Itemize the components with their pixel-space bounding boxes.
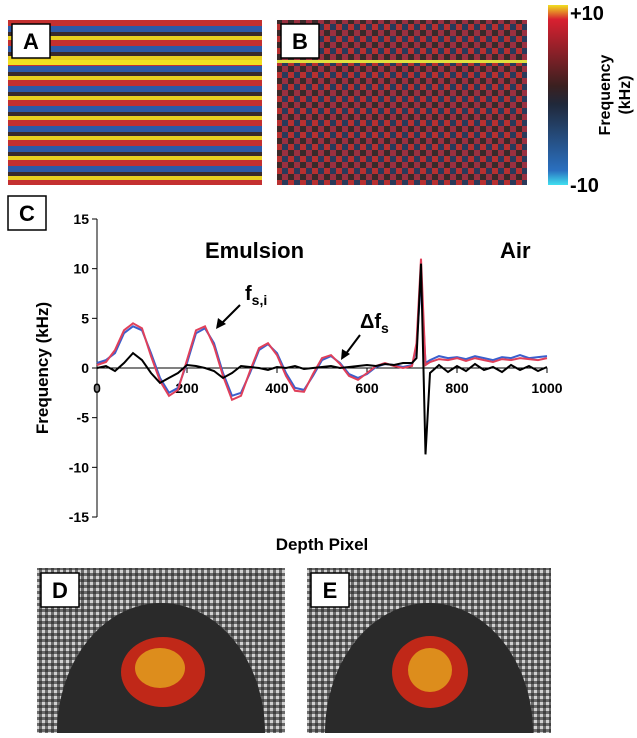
- annotation: Air: [500, 238, 531, 263]
- y-tick-label: 15: [73, 211, 89, 227]
- arrow: [219, 304, 241, 326]
- panel-label-box: [280, 23, 320, 59]
- interface-line: [277, 60, 527, 63]
- x-tick-label: 600: [355, 380, 379, 396]
- y-tick-label: -10: [69, 459, 89, 475]
- series-line: [96, 263, 548, 455]
- x-axis-label: Depth Pixel: [276, 535, 369, 554]
- panel-label-box: [310, 572, 350, 608]
- panel-label: A: [23, 29, 39, 54]
- colorbar-max: +10: [570, 3, 604, 25]
- y-tick-label: -5: [77, 410, 90, 426]
- y-tick-label: -15: [69, 509, 89, 525]
- panel-label-box: [11, 23, 51, 59]
- colorbar-title: (kHz): [617, 75, 634, 114]
- series-label: Δfs: [360, 311, 389, 336]
- x-tick-label: 800: [445, 380, 469, 396]
- panel-label-box: [7, 195, 47, 231]
- x-tick-label: 0: [93, 380, 101, 396]
- colorbar-min: -10: [570, 175, 599, 197]
- annotation: Emulsion: [205, 238, 304, 263]
- y-tick-label: 0: [81, 360, 89, 376]
- panel-label-box: [40, 572, 80, 608]
- interface-line: [8, 60, 262, 65]
- series-line: [96, 258, 548, 402]
- series-line: [96, 278, 548, 398]
- arrowhead: [216, 318, 226, 329]
- colorbar-title: Frequency: [597, 54, 614, 135]
- x-tick-label: 400: [265, 380, 289, 396]
- panel-label: B: [292, 29, 308, 54]
- arrowhead: [341, 349, 350, 360]
- heat-core: [135, 648, 185, 688]
- arrow: [344, 334, 361, 356]
- y-tick-label: 5: [81, 310, 89, 326]
- panel-label: D: [52, 578, 68, 603]
- heat-core: [408, 648, 452, 692]
- x-tick-label: 200: [175, 380, 199, 396]
- y-axis-label: Frequency (kHz): [33, 302, 52, 434]
- panel-label: C: [19, 201, 35, 226]
- panel-label: E: [323, 578, 338, 603]
- series-label: fs,i: [245, 283, 267, 308]
- y-tick-label: 10: [73, 261, 89, 277]
- colorbar: [548, 5, 568, 185]
- x-tick-label: 1000: [531, 380, 562, 396]
